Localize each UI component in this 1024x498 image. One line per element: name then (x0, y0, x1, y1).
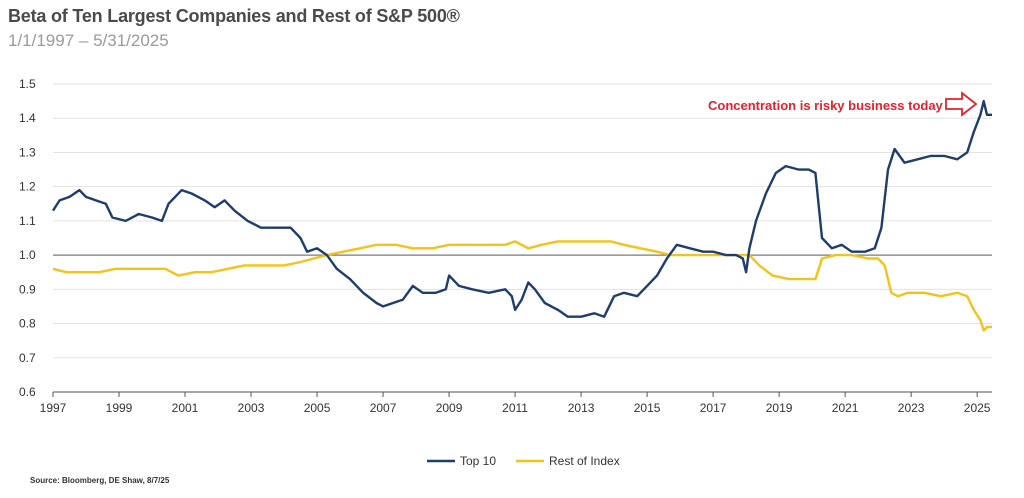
x-tick-label: 2003 (238, 401, 265, 415)
annotation: Concentration is risky business today (708, 91, 978, 117)
arrow-icon (945, 91, 978, 117)
y-tick-label: 1.3 (19, 145, 36, 159)
series-line-top-10 (51, 99, 992, 318)
x-tick-label: 1997 (40, 401, 67, 415)
y-tick-label: 1.2 (19, 180, 36, 194)
x-tick-label: 2007 (370, 401, 397, 415)
y-tick-label: 1.0 (19, 248, 36, 262)
y-tick-label: 0.6 (19, 385, 36, 399)
x-tick-label: 2019 (766, 401, 793, 415)
y-tick-label: 0.9 (19, 282, 36, 296)
series-line-rest-of-index (52, 240, 992, 332)
x-tick-label: 2017 (700, 401, 727, 415)
x-tick-label: 1999 (106, 401, 133, 415)
x-tick-label: 2025 (964, 401, 991, 415)
chart-subtitle: 1/1/1997 – 5/31/2025 (8, 31, 169, 50)
x-tick-label: 2001 (172, 401, 199, 415)
annotation-text: Concentration is risky business today (708, 98, 944, 113)
x-tick-label: 2011 (502, 401, 528, 415)
y-tick-label: 1.5 (19, 77, 36, 91)
y-tick-label: 0.7 (19, 351, 36, 365)
gridlines (53, 83, 992, 393)
source-note: Source: Bloomberg, DE Shaw, 8/7/25 (30, 476, 170, 485)
y-tick-label: 1.1 (19, 214, 36, 228)
chart-title: Beta of Ten Largest Companies and Rest o… (8, 6, 460, 26)
legend-item-rest-of-index-label: Rest of Index (549, 454, 620, 468)
x-tick-label: 2005 (304, 401, 331, 415)
y-axis-ticks: 0.6 0.7 0.8 0.9 1.0 1.1 1.2 1.3 1.4 1.5 (19, 77, 36, 399)
x-tick-label: 2015 (634, 401, 661, 415)
x-tick-label: 2013 (568, 401, 595, 415)
x-tick-label: 2021 (832, 401, 859, 415)
legend: Top 10 Rest of Index (427, 454, 620, 468)
series-lines (51, 99, 992, 332)
y-tick-label: 0.8 (19, 317, 36, 331)
x-axis: 1997 1999 2001 2003 2005 2007 2009 2011 2013 2015… (40, 391, 992, 415)
x-tick-label: 2009 (436, 401, 463, 415)
y-tick-label: 1.4 (19, 111, 36, 125)
x-tick-label: 2023 (898, 401, 925, 415)
legend-item-top-10-label: Top 10 (460, 454, 496, 468)
